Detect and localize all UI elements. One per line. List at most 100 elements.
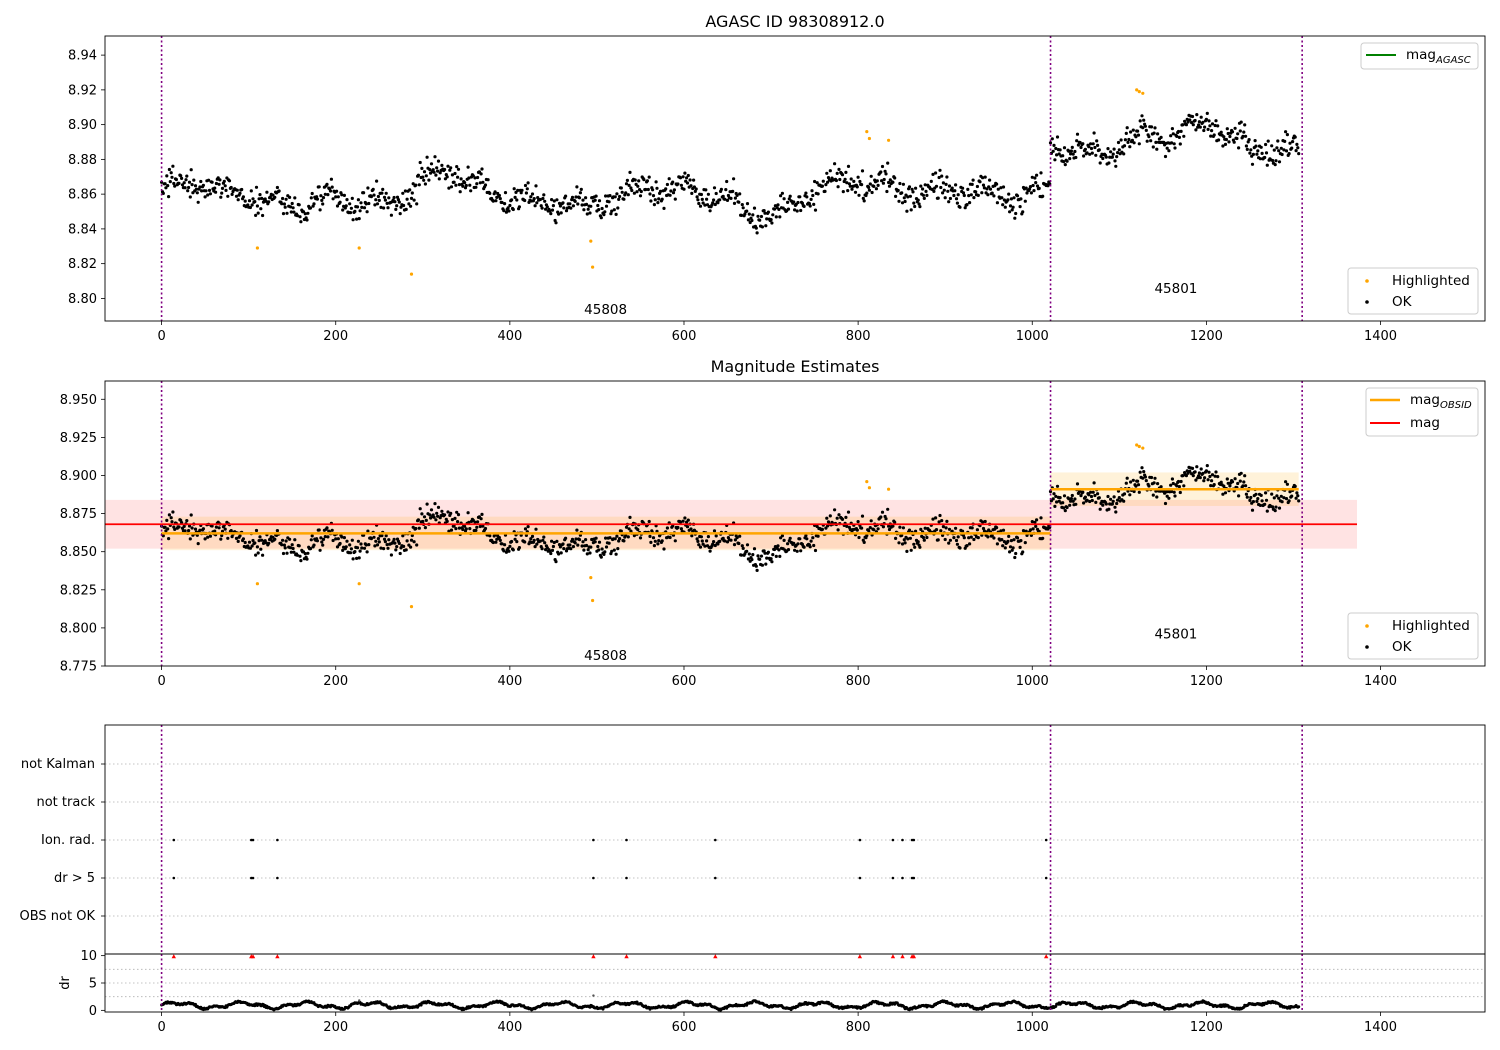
ok-point (1109, 497, 1113, 501)
ok-point (306, 551, 310, 555)
ok-point (1156, 482, 1160, 486)
clipped-dr-marker (275, 954, 280, 959)
ok-point (1062, 160, 1066, 164)
ok-point (299, 559, 303, 563)
legend-label-ok: OK (1392, 639, 1413, 655)
x-tick-label: 1200 (1190, 1020, 1223, 1035)
ok-point (219, 195, 223, 199)
ok-point (1137, 490, 1141, 494)
ok-point (1173, 146, 1177, 150)
ok-point (746, 557, 751, 561)
ok-point (334, 537, 338, 541)
ok-point (954, 538, 959, 543)
ok-point (944, 182, 948, 186)
ok-point (250, 544, 254, 548)
ok-point (1124, 131, 1128, 135)
ok-point (1236, 132, 1240, 136)
ok-point (1053, 504, 1057, 508)
ok-point (713, 543, 717, 548)
ok-point (298, 554, 302, 558)
ok-point (517, 205, 522, 209)
flag-point (901, 876, 904, 880)
ok-point (676, 525, 680, 530)
ok-point (833, 162, 837, 166)
ok-point (445, 175, 449, 179)
ok-point (321, 196, 326, 200)
ok-point (751, 213, 755, 217)
ok-point (1163, 501, 1168, 506)
ok-point (1112, 147, 1116, 151)
ok-point (198, 528, 202, 532)
ok-point (511, 548, 515, 552)
ok-point (1282, 148, 1286, 152)
ok-point (1171, 132, 1175, 136)
ok-point (1070, 493, 1074, 498)
ok-point (848, 527, 852, 532)
ok-point (683, 516, 687, 520)
ok-point (312, 543, 316, 547)
ok-point (816, 192, 820, 196)
ok-point (1013, 555, 1017, 560)
ok-point (1009, 197, 1014, 201)
ok-point (341, 208, 345, 212)
ok-point (616, 547, 620, 551)
ok-point (703, 544, 707, 548)
ok-point (876, 527, 880, 531)
ok-point (1122, 152, 1126, 156)
ok-point (570, 195, 575, 199)
panel-2-plot-area: 0 200 400 600 800 1000 1200 14008.7758.8008.825… (60, 380, 1486, 689)
highlighted-point (867, 136, 872, 141)
ok-point (922, 196, 926, 200)
ok-point (747, 212, 751, 216)
ok-point (446, 164, 450, 168)
ok-point (1205, 464, 1209, 468)
ok-point (1039, 171, 1043, 175)
ok-point (385, 201, 389, 205)
ok-point (459, 177, 463, 181)
ok-point (923, 526, 927, 530)
ok-point (1294, 496, 1298, 500)
ok-point (504, 550, 508, 554)
ok-point (1041, 536, 1045, 540)
ok-point (1089, 490, 1093, 494)
ok-point (1124, 481, 1128, 485)
ok-point (355, 205, 360, 209)
ok-point (466, 511, 470, 515)
ok-point (939, 185, 943, 190)
ok-point (210, 180, 214, 184)
ok-point (1265, 163, 1269, 167)
ok-point (1054, 146, 1058, 151)
ok-point (1188, 118, 1192, 122)
ok-point (637, 179, 641, 183)
ok-point (599, 555, 603, 559)
ok-point (203, 195, 207, 199)
ok-point (260, 196, 264, 200)
ok-point (1033, 176, 1037, 180)
ok-point (1258, 157, 1262, 161)
ok-point (1058, 496, 1062, 500)
ok-point (914, 186, 918, 190)
ok-point (945, 175, 949, 179)
ok-point (416, 173, 420, 177)
ok-point (952, 193, 956, 198)
ok-point (1219, 130, 1223, 134)
ok-point (946, 189, 950, 193)
ok-point (321, 543, 325, 547)
ok-point (268, 195, 272, 199)
ok-point (338, 541, 342, 546)
ok-point (398, 551, 402, 556)
ok-point (869, 519, 873, 523)
ok-point (678, 520, 683, 524)
ok-point (762, 209, 766, 213)
ok-point (1001, 544, 1005, 548)
ok-point (770, 560, 774, 564)
ok-point (1116, 140, 1121, 145)
ok-point (943, 537, 947, 542)
ok-point (840, 517, 845, 522)
ok-point (452, 524, 456, 528)
ok-point (714, 191, 718, 196)
ok-point (726, 193, 731, 198)
ok-point (918, 205, 922, 209)
ok-point (1287, 499, 1291, 503)
ok-point (436, 514, 440, 518)
